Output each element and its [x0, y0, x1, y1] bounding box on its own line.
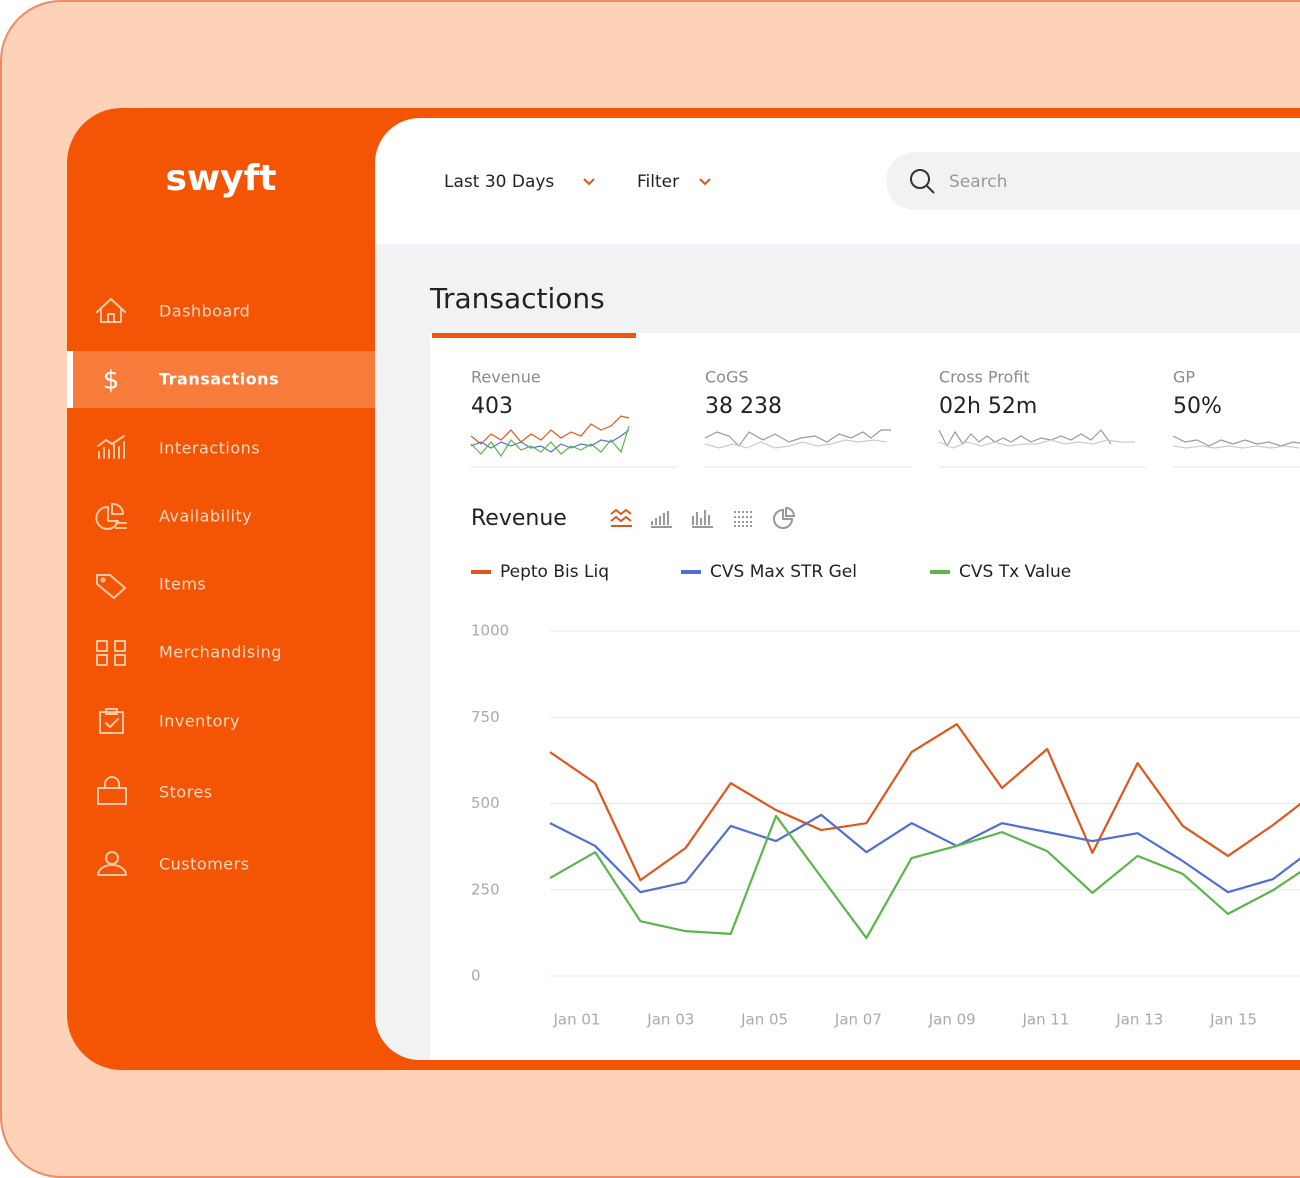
y-tick-label: 500: [471, 794, 500, 812]
menu-item[interactable]: Customers: [159, 855, 250, 874]
icon-items: [96, 574, 126, 599]
x-tick-label: Jan 03: [646, 1011, 694, 1029]
search-icon-handle: [926, 185, 935, 194]
kpi-label: Revenue: [471, 368, 541, 387]
x-tick-label: Jan 09: [928, 1011, 976, 1029]
chart-title: Revenue: [471, 506, 567, 531]
x-tick-label: Jan 15: [1209, 1011, 1257, 1029]
sparklines: [470, 415, 1300, 468]
title-underline: [432, 333, 636, 338]
x-tick-label: Jan 07: [834, 1011, 882, 1029]
menu-item[interactable]: Items: [159, 575, 206, 594]
icon-dashboard: [96, 298, 126, 323]
kpi-value: 02h 52m: [939, 394, 1037, 419]
icon-transactions: $: [103, 366, 120, 396]
menu-item[interactable]: Dashboard: [159, 302, 250, 321]
search-icon: [910, 169, 930, 189]
series-line: [549, 723, 1300, 882]
x-tick-label: Jan 01: [553, 1011, 601, 1029]
kpi-label: Cross Profit: [939, 368, 1030, 387]
menu-item[interactable]: Interactions: [159, 439, 260, 458]
chevron: [583, 178, 595, 186]
x-tick-label: Jan 05: [740, 1011, 788, 1029]
y-tick-label: 750: [471, 708, 500, 726]
menu-item[interactable]: Transactions: [159, 370, 279, 389]
revenue-chart: Pepto Bis Liq CVS Max STR Gel CVS Tx Value…: [471, 562, 1300, 1029]
menu-item[interactable]: Availability: [159, 507, 252, 526]
y-tick-label: 1000: [471, 622, 509, 640]
kpi-value: 403: [471, 394, 513, 419]
icon-interactions: [97, 435, 125, 459]
active-item-bg: [67, 351, 375, 408]
filter[interactable]: Filter: [637, 172, 679, 192]
logo: swyft: [165, 158, 276, 199]
kpi-label: GP: [1173, 368, 1195, 387]
x-tick-label: Jan 11: [1022, 1011, 1070, 1029]
page-title: Transactions: [429, 282, 605, 315]
menu-item[interactable]: Inventory: [159, 712, 240, 731]
chart-type-icons: [610, 506, 796, 529]
icon-inventory: [99, 708, 124, 734]
active-indicator: [67, 351, 73, 408]
x-tick-label: Jan 13: [1115, 1011, 1163, 1029]
icon-customers-body: [97, 864, 127, 876]
y-tick-label: 250: [471, 880, 500, 898]
kpi-label: CoGS: [705, 368, 749, 387]
chevron: [699, 178, 711, 186]
kpi-value: 38 238: [705, 394, 782, 419]
legend-label: CVS Tx Value: [959, 562, 1071, 582]
legend-label: CVS Max STR Gel: [710, 562, 857, 582]
icon-merchandising: [96, 640, 126, 666]
menu-item[interactable]: Stores: [159, 783, 213, 802]
card: [430, 333, 1300, 1060]
icon-customers: [105, 851, 119, 865]
icon-stores: [97, 776, 127, 805]
icon-items-dot: [100, 577, 106, 583]
series-line: [549, 813, 1300, 894]
legend-label: Pepto Bis Liq: [500, 562, 609, 582]
search-box[interactable]: [886, 152, 1300, 210]
kpi-value: 50%: [1173, 394, 1222, 419]
icon-availability: [95, 502, 127, 530]
series-line: [549, 814, 1300, 940]
date-range[interactable]: Last 30 Days: [444, 172, 554, 192]
y-tick-label: 0: [471, 967, 481, 985]
search-placeholder: Search: [949, 172, 1007, 192]
menu-item[interactable]: Merchandising: [159, 643, 282, 662]
